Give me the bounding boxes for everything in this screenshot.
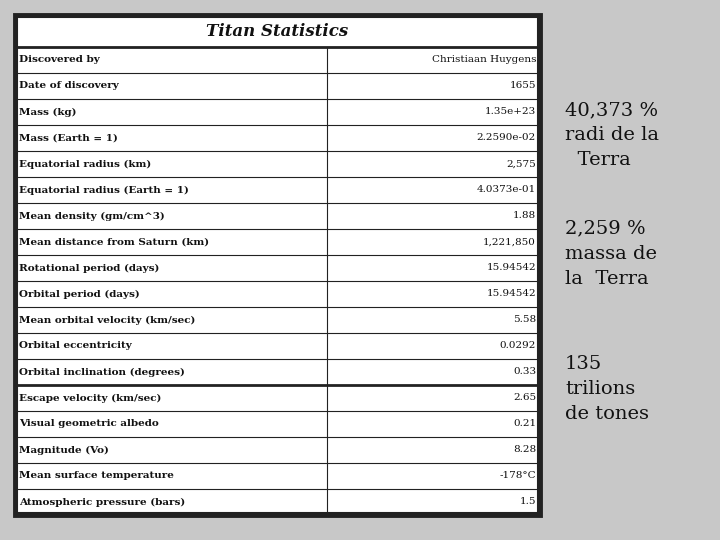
Text: Mean surface temperature: Mean surface temperature	[19, 471, 174, 481]
Text: 1.5: 1.5	[520, 497, 536, 507]
Text: 40,373 %
radi de la
  Terra: 40,373 % radi de la Terra	[565, 101, 659, 169]
Text: Equatorial radius (km): Equatorial radius (km)	[19, 159, 151, 168]
Text: 1.88: 1.88	[513, 212, 536, 220]
Text: Orbital period (days): Orbital period (days)	[19, 289, 140, 299]
Text: Mass (kg): Mass (kg)	[19, 107, 76, 117]
Text: 1.35e+23: 1.35e+23	[485, 107, 536, 117]
Text: 1655: 1655	[510, 82, 536, 91]
Text: 0.21: 0.21	[513, 420, 536, 429]
Text: Christiaan Huygens: Christiaan Huygens	[431, 56, 536, 64]
Text: Magnitude (Vo): Magnitude (Vo)	[19, 446, 109, 455]
Text: Mean orbital velocity (km/sec): Mean orbital velocity (km/sec)	[19, 315, 195, 325]
Bar	[17, 17, 538, 513]
Text: 2.2590e-02: 2.2590e-02	[477, 133, 536, 143]
Text: 15.94542: 15.94542	[487, 264, 536, 273]
Text: 135
trilions
de tones: 135 trilions de tones	[565, 355, 649, 423]
Text: 0.0292: 0.0292	[500, 341, 536, 350]
Text: 2,259 %
massa de
la  Terra: 2,259 % massa de la Terra	[565, 220, 657, 288]
Text: 5.58: 5.58	[513, 315, 536, 325]
Text: 4.0373e-01: 4.0373e-01	[477, 186, 536, 194]
Text: -178°C: -178°C	[500, 471, 536, 481]
Text: Orbital inclination (degrees): Orbital inclination (degrees)	[19, 367, 185, 376]
Text: 2,575: 2,575	[506, 159, 536, 168]
Text: 0.33: 0.33	[513, 368, 536, 376]
Text: 8.28: 8.28	[513, 446, 536, 455]
Text: 2.65: 2.65	[513, 394, 536, 402]
Text: Atmospheric pressure (bars): Atmospheric pressure (bars)	[19, 497, 185, 507]
Text: Titan Statistics: Titan Statistics	[207, 23, 348, 39]
Text: Rotational period (days): Rotational period (days)	[19, 264, 159, 273]
Text: Equatorial radius (Earth = 1): Equatorial radius (Earth = 1)	[19, 185, 189, 194]
Text: Mean distance from Saturn (km): Mean distance from Saturn (km)	[19, 238, 209, 246]
Text: Mass (Earth = 1): Mass (Earth = 1)	[19, 133, 118, 143]
Text: Date of discovery: Date of discovery	[19, 82, 119, 91]
Text: Visual geometric albedo: Visual geometric albedo	[19, 420, 158, 429]
Text: Orbital eccentricity: Orbital eccentricity	[19, 341, 132, 350]
Text: 1,221,850: 1,221,850	[483, 238, 536, 246]
Text: Discovered by: Discovered by	[19, 56, 100, 64]
Text: Mean density (gm/cm^3): Mean density (gm/cm^3)	[19, 212, 165, 220]
Bar	[15, 15, 540, 515]
Bar	[15, 15, 540, 515]
Text: 15.94542: 15.94542	[487, 289, 536, 299]
Text: Escape velocity (km/sec): Escape velocity (km/sec)	[19, 394, 161, 402]
